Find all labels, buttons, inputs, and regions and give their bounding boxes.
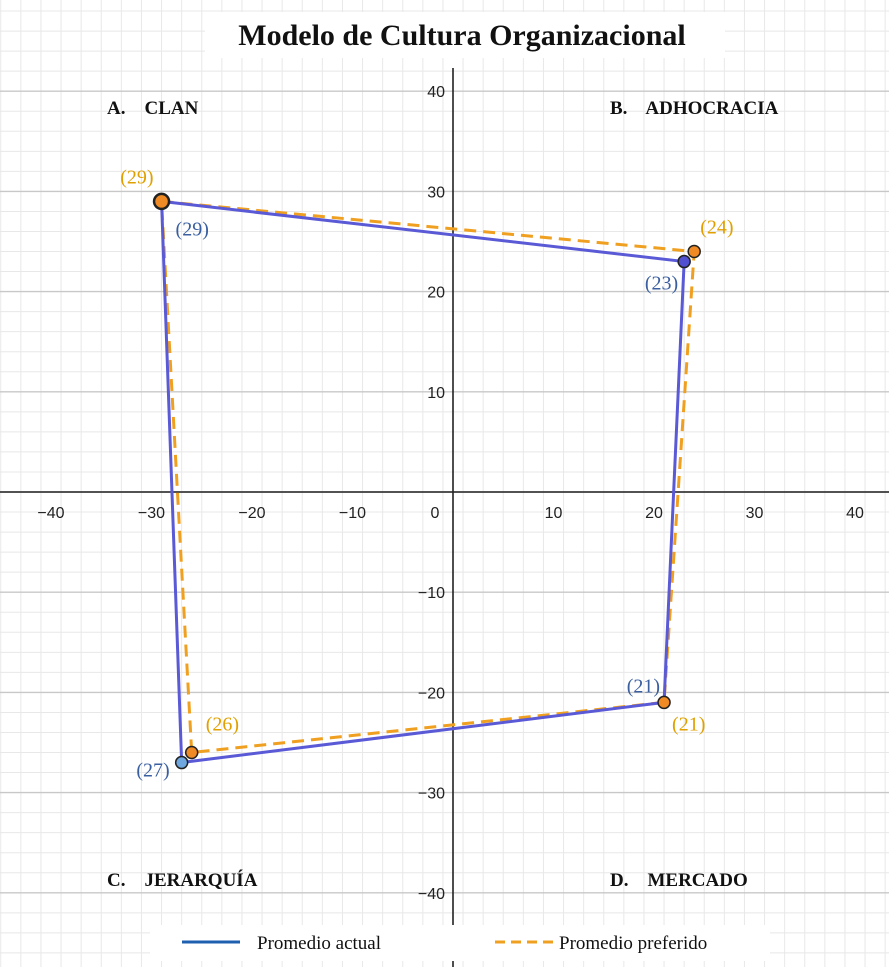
y-tick-label: 40 <box>427 84 445 101</box>
point-preferred <box>152 192 171 211</box>
point-label-preferred: (29) <box>120 166 153 188</box>
x-tick-label: 40 <box>846 505 864 522</box>
x-tick-label: −20 <box>238 505 265 522</box>
point-preferred <box>184 745 199 760</box>
point-label-preferred: (24) <box>700 217 733 239</box>
chart-title: Modelo de Cultura Organizacional <box>238 19 685 52</box>
legend-background <box>150 925 770 961</box>
y-tick-label: −20 <box>418 685 445 702</box>
point-label-actual: (23) <box>645 273 678 295</box>
point-preferred <box>657 695 671 710</box>
x-tick-label: 30 <box>746 505 764 522</box>
point-preferred <box>687 244 701 259</box>
point-label-actual: (27) <box>136 760 169 782</box>
y-tick-label: −10 <box>418 585 445 602</box>
x-tick-label: 0 <box>431 505 440 522</box>
point-actual <box>174 755 189 770</box>
y-tick-label: −30 <box>418 786 445 803</box>
legend-label-preferred: Promedio preferido <box>559 933 707 954</box>
axes <box>0 68 889 967</box>
legend-label-actual: Promedio actual <box>257 933 381 954</box>
x-tick-label: 20 <box>645 505 663 522</box>
point-label-preferred: (26) <box>206 714 239 736</box>
point-label-preferred: (21) <box>672 713 705 735</box>
quadrant-label-jerarquia: C. JERARQUÍA <box>107 869 258 891</box>
quadrant-label-adhocracia: B. ADHOCRACIA <box>610 98 779 119</box>
quadrant-label-clan: A. CLAN <box>107 98 199 119</box>
point-actual <box>677 254 691 269</box>
series-line-promedio-preferido <box>159 199 696 755</box>
point-labels-layer: (29) (23) (21) (27) (29) (24) (21) (26) <box>120 166 733 781</box>
x-tick-label: −10 <box>339 505 366 522</box>
points-layer <box>152 192 701 770</box>
y-tick-label: −40 <box>418 886 445 903</box>
y-tick-label: 30 <box>427 184 445 201</box>
tick-labels: −40 −30 −20 −10 0 10 20 30 40 40 30 20 10 −10 −20 −30 −4… <box>37 84 864 903</box>
point-label-actual: (29) <box>176 218 209 240</box>
x-tick-label: 10 <box>545 505 563 522</box>
x-tick-label: −40 <box>37 505 64 522</box>
y-tick-label: 10 <box>427 385 445 402</box>
x-tick-label: −30 <box>138 505 165 522</box>
title-background <box>205 12 725 58</box>
quadrant-label-mercado: D. MERCADO <box>610 870 748 891</box>
y-tick-label: 20 <box>427 285 445 302</box>
point-label-actual: (21) <box>627 675 660 697</box>
